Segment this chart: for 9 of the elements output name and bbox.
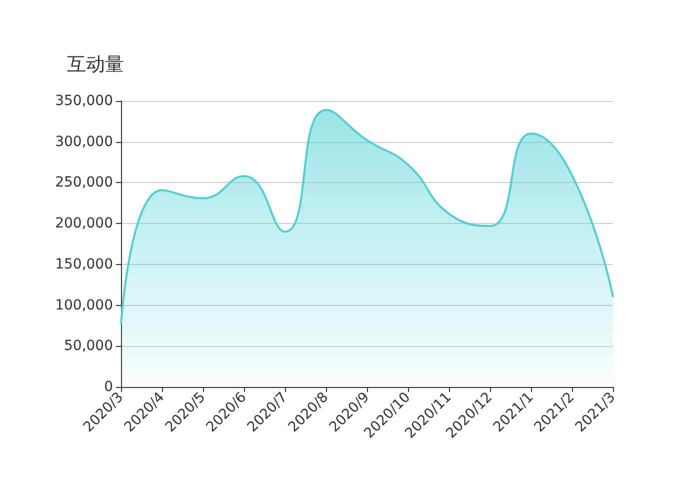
- y-tick-label: 350,000: [55, 93, 113, 109]
- y-tick-label: 200,000: [55, 216, 113, 232]
- y-tick-label: 0: [104, 379, 113, 395]
- y-tick-label: 150,000: [55, 256, 113, 272]
- y-tick-label: 100,000: [55, 297, 113, 314]
- y-tick-label: 250,000: [55, 174, 113, 191]
- y-tick-label: 300,000: [55, 134, 113, 150]
- y-tick-label: 50,000: [64, 338, 113, 354]
- chart-title: 互动量: [67, 54, 124, 76]
